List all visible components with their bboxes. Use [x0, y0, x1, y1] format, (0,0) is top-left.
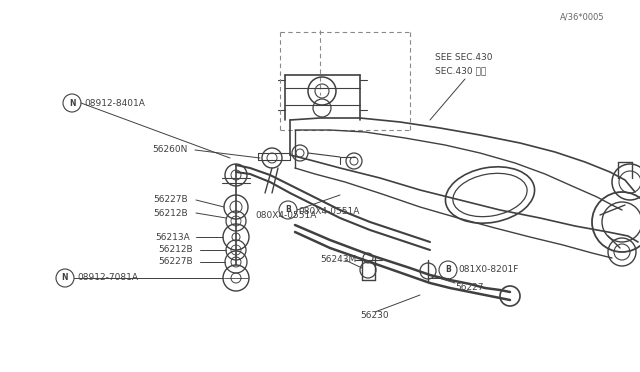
Text: 56260N: 56260N: [152, 145, 188, 154]
Text: 56212B: 56212B: [153, 208, 188, 218]
Text: N: N: [68, 99, 76, 108]
Text: 08912-8401A: 08912-8401A: [84, 99, 145, 108]
Text: 081X0-8201F: 081X0-8201F: [458, 266, 518, 275]
Text: SEC.430 参照: SEC.430 参照: [435, 67, 486, 76]
Text: 56227B: 56227B: [153, 196, 188, 205]
Text: B: B: [445, 266, 451, 275]
Text: B: B: [285, 205, 291, 215]
Text: 56227B: 56227B: [158, 257, 193, 266]
Text: 56243M: 56243M: [320, 256, 356, 264]
Text: N: N: [61, 273, 68, 282]
Text: 56227: 56227: [455, 282, 483, 292]
Text: 56212B: 56212B: [158, 246, 193, 254]
Text: 56230: 56230: [360, 311, 388, 320]
Text: 080X4-0551A: 080X4-0551A: [255, 211, 316, 219]
Text: 56213A: 56213A: [155, 232, 189, 241]
Text: 08912-7081A: 08912-7081A: [77, 273, 138, 282]
Text: A/36*0005: A/36*0005: [560, 12, 605, 21]
Text: 080X4-0551A: 080X4-0551A: [298, 208, 360, 217]
Text: SEE SEC.430: SEE SEC.430: [435, 54, 493, 62]
